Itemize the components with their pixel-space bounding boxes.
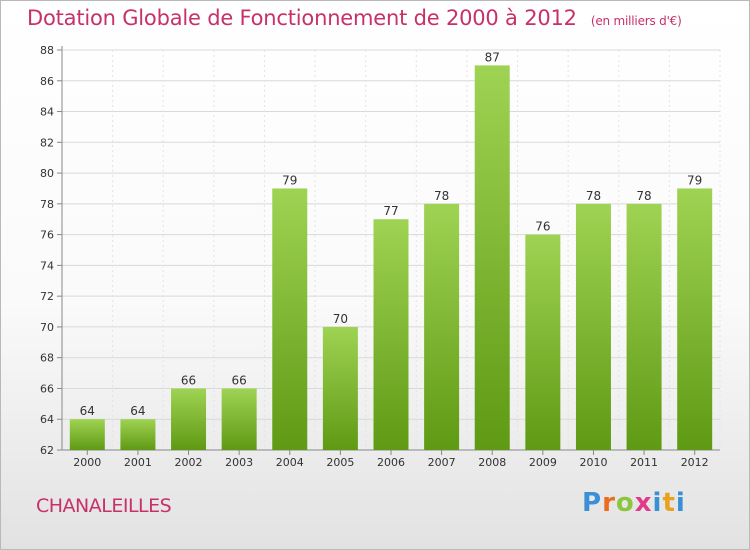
y-tick-label: 64 [40,413,54,426]
x-tick-label-2010: 2010 [579,456,607,469]
bar-2002 [171,388,207,450]
bar-2000 [69,419,105,450]
value-label-2006: 77 [383,204,398,218]
bars [69,65,713,450]
y-tick-label: 88 [40,44,54,57]
y-tick-label: 76 [40,229,54,242]
bar-2004 [272,188,308,450]
value-label-2003: 66 [232,373,247,387]
y-tick-label: 66 [40,382,54,395]
value-label-2009: 76 [535,220,550,234]
x-tick-labels: 2000 2001 2002 2003 2004 2005 2006 2007 2008 2009… [73,456,708,469]
x-tick-label-2003: 2003 [225,456,253,469]
x-tick-label-2011: 2011 [630,456,658,469]
y-tick-label: 62 [40,444,54,457]
value-label-2008: 87 [485,50,500,64]
title-text: Dotation Globale de Fonctionnement de 20… [27,6,577,30]
x-tick-label-2006: 2006 [377,456,405,469]
bar-2011 [626,203,662,450]
x-tick-label-2012: 2012 [681,456,709,469]
y-tick-label: 82 [40,136,54,149]
value-label-2011: 78 [636,189,651,203]
x-tick-label-2002: 2002 [175,456,203,469]
bar-2008 [474,65,510,450]
value-label-2000: 64 [80,404,95,418]
bar-2001 [120,419,156,450]
chart-subtitle: (en milliers d'€) [590,14,682,28]
x-tick-label-2004: 2004 [276,456,304,469]
commune-name: CHANALEILLES [36,495,172,517]
bar-2005 [322,326,358,450]
x-tick-label-2007: 2007 [428,456,456,469]
y-tick-label: 86 [40,75,54,88]
y-tick-label: 68 [40,352,54,365]
bar-2012 [677,188,713,450]
y-tick-label: 84 [40,106,54,119]
value-label-2007: 78 [434,189,449,203]
bar-2007 [424,203,460,450]
bar-2003 [221,388,257,450]
x-tick-label-2005: 2005 [326,456,354,469]
y-tick-label: 72 [40,290,54,303]
value-label-2004: 79 [282,173,297,187]
value-label-2012: 79 [687,173,702,187]
value-label-2010: 78 [586,189,601,203]
value-label-2005: 70 [333,312,348,326]
value-labels: 64 64 66 66 79 70 77 78 87 76 78 78 79 [80,50,703,418]
x-tick-label-2000: 2000 [73,456,101,469]
chart-title: Dotation Globale de Fonctionnement de 20… [27,6,682,30]
value-label-2001: 64 [130,404,145,418]
y-tick-label: 78 [40,198,54,211]
x-tick-label-2009: 2009 [529,456,557,469]
y-tick-label: 80 [40,167,54,180]
x-tick-label-2001: 2001 [124,456,152,469]
proxiti-logo: Proxiti [582,488,686,518]
y-tick-label: 70 [40,321,54,334]
x-tick-label-2008: 2008 [478,456,506,469]
value-label-2002: 66 [181,373,196,387]
bar-2006 [373,219,409,450]
y-tick-label: 74 [40,259,54,272]
y-tick-labels: 62 64 66 68 70 72 74 76 78 80 82 84 86 88 [40,44,54,457]
bar-2010 [575,203,611,450]
bar-2009 [525,234,561,450]
